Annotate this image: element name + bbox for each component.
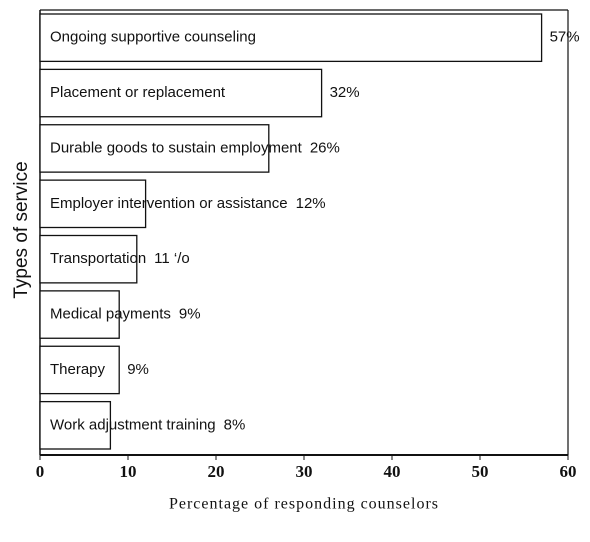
x-axis-label: Percentage of responding counselors — [169, 496, 439, 513]
x-tick-label: 40 — [384, 462, 401, 481]
bar — [39, 400, 112, 450]
value-label: 32% — [330, 84, 360, 101]
bar — [39, 13, 543, 63]
bar — [39, 290, 120, 339]
bar — [39, 124, 270, 173]
value-label: 9% — [127, 361, 149, 378]
category-label: Employer intervention or assistance — [50, 195, 288, 212]
bar — [39, 68, 323, 118]
x-tick-label: 10 — [120, 462, 137, 481]
bar — [39, 179, 147, 229]
x-tick-label: 60 — [560, 462, 577, 481]
category-label: Work adjustment training — [50, 416, 216, 433]
category-label: Transportation — [50, 250, 146, 267]
y-axis-label: Types of service — [11, 161, 32, 298]
x-tick-label: 50 — [472, 462, 489, 481]
category-label: Medical payments — [50, 306, 171, 323]
value-label: 8% — [224, 416, 246, 433]
bar — [39, 234, 138, 284]
x-tick-label: 0 — [36, 462, 45, 481]
value-label: 57% — [550, 29, 580, 46]
category-label: Therapy — [50, 361, 106, 378]
value-label: 26% — [310, 139, 340, 156]
category-label: Placement or replacement — [50, 84, 226, 101]
value-label: 11 ‘/o — [154, 250, 190, 267]
category-label: Ongoing supportive counseling — [50, 29, 256, 46]
x-tick-label: 20 — [208, 462, 225, 481]
bar — [39, 345, 120, 395]
value-label: 12% — [296, 195, 326, 212]
value-label: 9% — [179, 306, 201, 323]
x-tick-label: 30 — [296, 462, 313, 481]
category-label: Durable goods to sustain employment — [50, 139, 303, 156]
